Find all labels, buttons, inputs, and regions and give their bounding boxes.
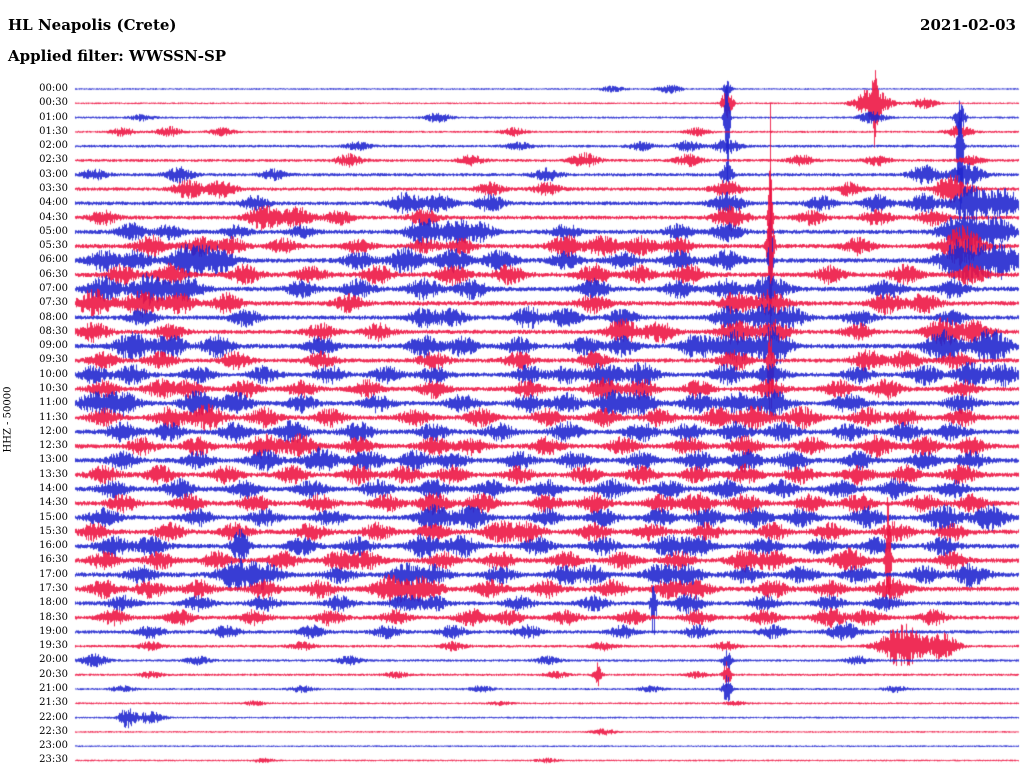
time-label: 06:00 <box>39 254 68 266</box>
time-label: 18:30 <box>39 611 68 623</box>
applied-filter-label: Applied filter: WWSSN-SP <box>8 47 227 65</box>
time-label: 17:30 <box>39 583 68 595</box>
time-label: 09:30 <box>39 354 68 366</box>
time-label: 08:30 <box>39 325 68 337</box>
time-label: 07:00 <box>39 283 68 295</box>
time-label: 23:30 <box>39 754 68 766</box>
time-label: 20:00 <box>39 654 68 666</box>
time-label: 19:00 <box>39 625 68 637</box>
time-label: 00:30 <box>39 97 68 109</box>
time-label: 01:00 <box>39 111 68 123</box>
time-label: 03:00 <box>39 168 68 180</box>
time-label: 18:00 <box>39 597 68 609</box>
time-label: 22:00 <box>39 711 68 723</box>
time-label: 21:00 <box>39 683 68 695</box>
time-label: 23:00 <box>39 740 68 752</box>
time-label: 10:00 <box>39 368 68 380</box>
time-axis: 00:00 00:30 01:00 01:30 02:00 02:30 03:00 03:30… <box>0 0 70 780</box>
time-label: 08:00 <box>39 311 68 323</box>
time-label: 13:30 <box>39 468 68 480</box>
time-label: 05:00 <box>39 225 68 237</box>
station-title: HL Neapolis (Crete) <box>8 16 177 34</box>
time-label: 16:30 <box>39 554 68 566</box>
time-label: 04:30 <box>39 211 68 223</box>
time-label: 06:30 <box>39 268 68 280</box>
time-label: 07:30 <box>39 297 68 309</box>
time-label: 20:30 <box>39 668 68 680</box>
time-label: 04:00 <box>39 197 68 209</box>
time-label: 12:00 <box>39 425 68 437</box>
time-label: 17:00 <box>39 568 68 580</box>
time-label: 10:30 <box>39 383 68 395</box>
time-label: 05:30 <box>39 240 68 252</box>
time-label: 15:30 <box>39 525 68 537</box>
time-label: 09:00 <box>39 340 68 352</box>
time-label: 12:30 <box>39 440 68 452</box>
time-label: 11:00 <box>39 397 68 409</box>
time-label: 02:30 <box>39 154 68 166</box>
time-label: 21:30 <box>39 697 68 709</box>
time-label: 15:00 <box>39 511 68 523</box>
date-label: 2021-02-03 <box>920 16 1016 34</box>
time-label: 19:30 <box>39 640 68 652</box>
time-label: 14:00 <box>39 483 68 495</box>
time-label: 01:30 <box>39 125 68 137</box>
time-label: 00:00 <box>39 83 68 94</box>
time-label: 11:30 <box>39 411 68 423</box>
time-label: 13:00 <box>39 454 68 466</box>
time-label: 02:00 <box>39 140 68 152</box>
time-label: 14:30 <box>39 497 68 509</box>
time-label: 22:30 <box>39 725 68 737</box>
time-label: 03:30 <box>39 183 68 194</box>
time-label: 16:00 <box>39 540 68 552</box>
